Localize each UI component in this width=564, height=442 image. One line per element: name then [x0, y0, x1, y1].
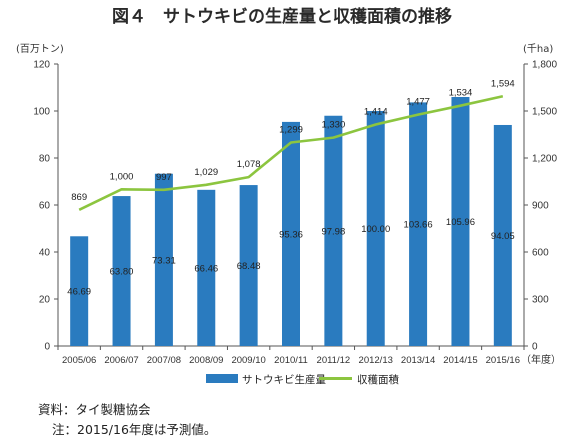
x-tick-label: 2008/09: [189, 355, 223, 366]
bar: [154, 173, 173, 346]
y-left-unit: (百万トン): [16, 43, 64, 55]
line-data-label: 1,414: [364, 106, 388, 117]
bar-data-label: 73.31: [152, 255, 176, 266]
bar-data-label: 63.80: [110, 267, 134, 278]
bar: [239, 185, 258, 346]
x-tick-label: 2010/11: [274, 355, 308, 366]
bar: [282, 121, 300, 347]
bar: [493, 124, 512, 346]
line-data-label: 1,000: [110, 171, 134, 182]
line-data-label: 869: [71, 192, 87, 203]
legend-line-label: 収穫面積: [357, 373, 399, 386]
source-note: 資料：タイ製糖協会: [38, 402, 151, 417]
line-data-label: 1,534: [449, 88, 473, 99]
y-left-tick-label: 80: [39, 154, 51, 165]
bar: [409, 102, 428, 346]
x-tick-label: 2011/12: [317, 355, 351, 366]
x-tick-label: 2006/07: [104, 355, 138, 366]
bar: [366, 111, 385, 346]
line-data-label: 1,029: [194, 167, 218, 178]
line-data-label: 1,078: [237, 159, 261, 170]
y-right-unit: (千ha): [523, 43, 553, 55]
line-data-label: 1,477: [406, 97, 430, 108]
y-left-tick-label: 100: [33, 107, 50, 118]
legend-bar-label: サトウキビ生産量: [242, 373, 326, 386]
y-left-tick-label: 0: [44, 342, 50, 353]
y-left-tick-label: 20: [39, 295, 51, 306]
bar: [197, 189, 216, 346]
plot-area: 0 20 40 60 80 100 120 0 300 600 900 1,200 1,500 1,800…: [33, 60, 557, 367]
line-data-label: 997: [156, 172, 172, 183]
x-tick-label: 2015/16: [486, 355, 520, 366]
x-tick-label: 2005/06: [62, 355, 96, 366]
line-data-label: 1,299: [279, 124, 303, 135]
forecast-note: 注：2015/16年度は予測値。: [52, 422, 217, 437]
bar-data-label: 100.00: [361, 224, 390, 235]
x-tick-label: 2007/08: [147, 355, 181, 366]
bar: [451, 96, 470, 346]
line-data-label: 1,330: [321, 120, 345, 131]
x-unit: （年度）: [521, 353, 561, 366]
x-tick-label: 2009/10: [231, 355, 265, 366]
bar-data-label: 46.69: [67, 287, 91, 298]
bar-data-label: 105.96: [446, 217, 475, 228]
y-right-tick-label: 0: [532, 342, 538, 353]
y-right-tick-label: 1,200: [532, 154, 557, 165]
y-left-tick-label: 120: [33, 60, 50, 71]
x-tick-label: 2014/15: [443, 355, 477, 366]
bar-data-label: 103.66: [404, 220, 433, 231]
bar-data-label: 68.48: [237, 261, 261, 272]
legend: サトウキビ生産量 収穫面積: [206, 373, 399, 386]
y-right-tick-label: 900: [532, 201, 549, 212]
bar: [70, 236, 89, 346]
y-right-tick-label: 600: [532, 248, 549, 259]
legend-bar-swatch: [206, 374, 238, 383]
bar-data-label: 95.36: [279, 229, 303, 240]
y-left-tick-label: 60: [39, 201, 51, 212]
line-data-label: 1,594: [491, 78, 515, 89]
area-line: [78, 95, 504, 212]
bar-data-label: 94.05: [491, 231, 515, 242]
y-left-tick-label: 40: [39, 248, 51, 259]
x-tick-label: 2013/14: [401, 355, 435, 366]
x-tick-label: 2012/13: [359, 355, 393, 366]
chart-title: 図４ サトウキビの生産量と収穫面積の推移: [112, 6, 452, 27]
bar: [112, 196, 131, 346]
bar: [324, 115, 343, 346]
bar-data-label: 97.98: [321, 226, 345, 237]
y-right-tick-label: 300: [532, 295, 549, 306]
y-right-tick-label: 1,800: [532, 60, 557, 71]
bar-data-label: 66.46: [194, 263, 218, 274]
y-right-tick-label: 1,500: [532, 107, 557, 118]
